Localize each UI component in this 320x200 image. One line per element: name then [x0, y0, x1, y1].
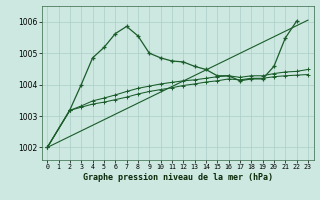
X-axis label: Graphe pression niveau de la mer (hPa): Graphe pression niveau de la mer (hPa): [83, 173, 273, 182]
